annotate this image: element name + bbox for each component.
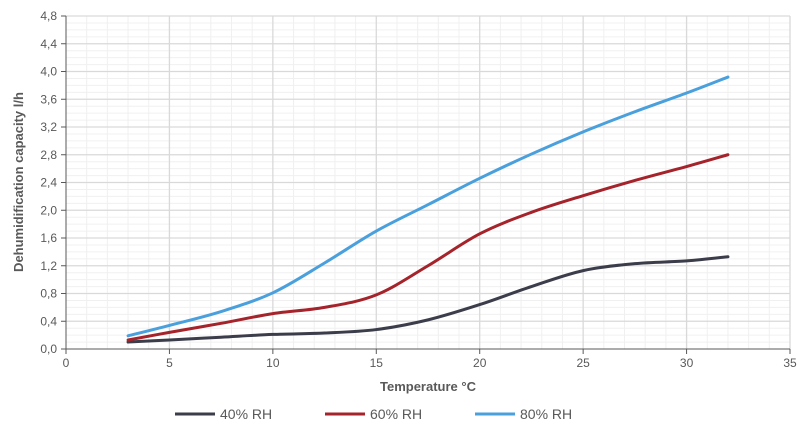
x-tick-label: 10 <box>266 356 280 370</box>
y-tick-label: 1,2 <box>40 259 57 273</box>
y-tick-label: 1,6 <box>40 231 57 245</box>
x-tick-label: 20 <box>473 356 487 370</box>
y-tick-label: 0,8 <box>40 287 57 301</box>
y-tick-label: 2,8 <box>40 148 57 162</box>
grid <box>66 15 791 349</box>
y-tick-label: 0,0 <box>40 342 57 356</box>
series-line-2 <box>126 153 730 342</box>
legend-label: 60% RH <box>370 406 422 422</box>
legend-item-2: 60% RH <box>325 406 422 422</box>
legend-item-3: 80% RH <box>475 406 572 422</box>
legend: 40% RH 60% RH 80% RH <box>175 406 572 422</box>
y-tick-label: 4,4 <box>40 37 57 51</box>
tick-labels: 0 5 10 15 20 25 30 35 0,0 0,4 0,8 1,2 1,6 2,0 2,4 2,8 3,… <box>40 9 797 370</box>
x-axis-title: Temperature °C <box>380 379 477 394</box>
y-axis-title: Dehumidification capacity l/h <box>11 92 26 272</box>
x-tick-label: 0 <box>63 356 70 370</box>
y-tick-label: 2,0 <box>40 203 57 217</box>
legend-label: 40% RH <box>220 406 272 422</box>
x-tick-label: 5 <box>166 356 173 370</box>
legend-label: 80% RH <box>520 406 572 422</box>
series-line-3 <box>126 75 730 338</box>
x-tick-label: 35 <box>783 356 797 370</box>
series-lines <box>126 75 730 344</box>
y-tick-label: 0,4 <box>40 314 57 328</box>
x-tick-label: 25 <box>576 356 590 370</box>
y-tick-label: 2,4 <box>40 176 57 190</box>
x-tick-label: 15 <box>370 356 384 370</box>
y-tick-label: 4,8 <box>40 9 57 23</box>
y-tick-label: 3,2 <box>40 120 57 134</box>
legend-item-1: 40% RH <box>175 406 272 422</box>
y-tick-label: 3,6 <box>40 92 57 106</box>
axes <box>61 15 791 354</box>
x-tick-label: 30 <box>680 356 694 370</box>
series-line-1 <box>126 255 730 344</box>
y-tick-label: 4,0 <box>40 65 57 79</box>
